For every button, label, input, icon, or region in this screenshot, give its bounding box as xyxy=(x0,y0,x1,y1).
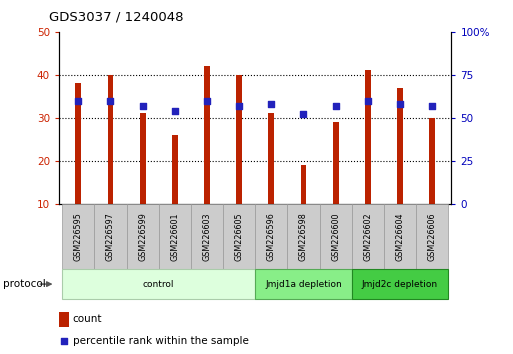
Text: percentile rank within the sample: percentile rank within the sample xyxy=(73,336,249,346)
Bar xyxy=(268,113,274,246)
Text: GSM226603: GSM226603 xyxy=(203,212,211,261)
Bar xyxy=(62,269,255,299)
Text: GSM226600: GSM226600 xyxy=(331,212,340,261)
Bar xyxy=(429,118,435,246)
Bar xyxy=(255,269,352,299)
Bar xyxy=(94,204,127,269)
Point xyxy=(60,338,68,343)
Bar xyxy=(75,84,81,246)
Text: GSM226605: GSM226605 xyxy=(234,212,244,261)
Text: protocol: protocol xyxy=(3,279,45,289)
Text: GSM226601: GSM226601 xyxy=(170,212,180,261)
Bar xyxy=(397,88,403,246)
Bar xyxy=(384,204,416,269)
Point xyxy=(331,103,340,109)
Text: GSM226598: GSM226598 xyxy=(299,212,308,261)
Bar xyxy=(352,204,384,269)
Bar xyxy=(320,204,352,269)
Text: GSM226595: GSM226595 xyxy=(74,212,83,261)
Bar xyxy=(416,204,448,269)
Bar xyxy=(301,165,306,246)
Bar xyxy=(287,204,320,269)
Point xyxy=(396,101,404,107)
Point xyxy=(203,98,211,103)
Text: count: count xyxy=(73,314,102,325)
Text: GSM226599: GSM226599 xyxy=(138,212,147,261)
Bar xyxy=(172,135,177,246)
Bar xyxy=(333,122,339,246)
Bar xyxy=(127,204,159,269)
Point xyxy=(300,112,308,117)
Text: Jmjd1a depletion: Jmjd1a depletion xyxy=(265,280,342,289)
Text: GSM226604: GSM226604 xyxy=(396,212,404,261)
Text: control: control xyxy=(143,280,174,289)
Bar xyxy=(108,75,113,246)
Text: GSM226606: GSM226606 xyxy=(428,212,437,261)
Bar xyxy=(204,66,210,246)
Bar xyxy=(236,75,242,246)
Text: GDS3037 / 1240048: GDS3037 / 1240048 xyxy=(49,11,183,24)
Point xyxy=(74,98,83,103)
Bar xyxy=(140,113,146,246)
Point xyxy=(171,108,179,114)
Point xyxy=(267,101,275,107)
Text: GSM226602: GSM226602 xyxy=(363,212,372,261)
Point xyxy=(235,103,243,109)
Point xyxy=(428,103,436,109)
Point xyxy=(139,103,147,109)
Point xyxy=(106,98,114,103)
Bar xyxy=(365,70,371,246)
Bar xyxy=(223,204,255,269)
Text: GSM226596: GSM226596 xyxy=(267,212,276,261)
Bar xyxy=(59,312,69,327)
Bar xyxy=(191,204,223,269)
Bar xyxy=(255,204,287,269)
Bar xyxy=(352,269,448,299)
Point xyxy=(364,98,372,103)
Text: GSM226597: GSM226597 xyxy=(106,212,115,261)
Bar xyxy=(62,204,94,269)
Text: Jmjd2c depletion: Jmjd2c depletion xyxy=(362,280,438,289)
Bar xyxy=(159,204,191,269)
